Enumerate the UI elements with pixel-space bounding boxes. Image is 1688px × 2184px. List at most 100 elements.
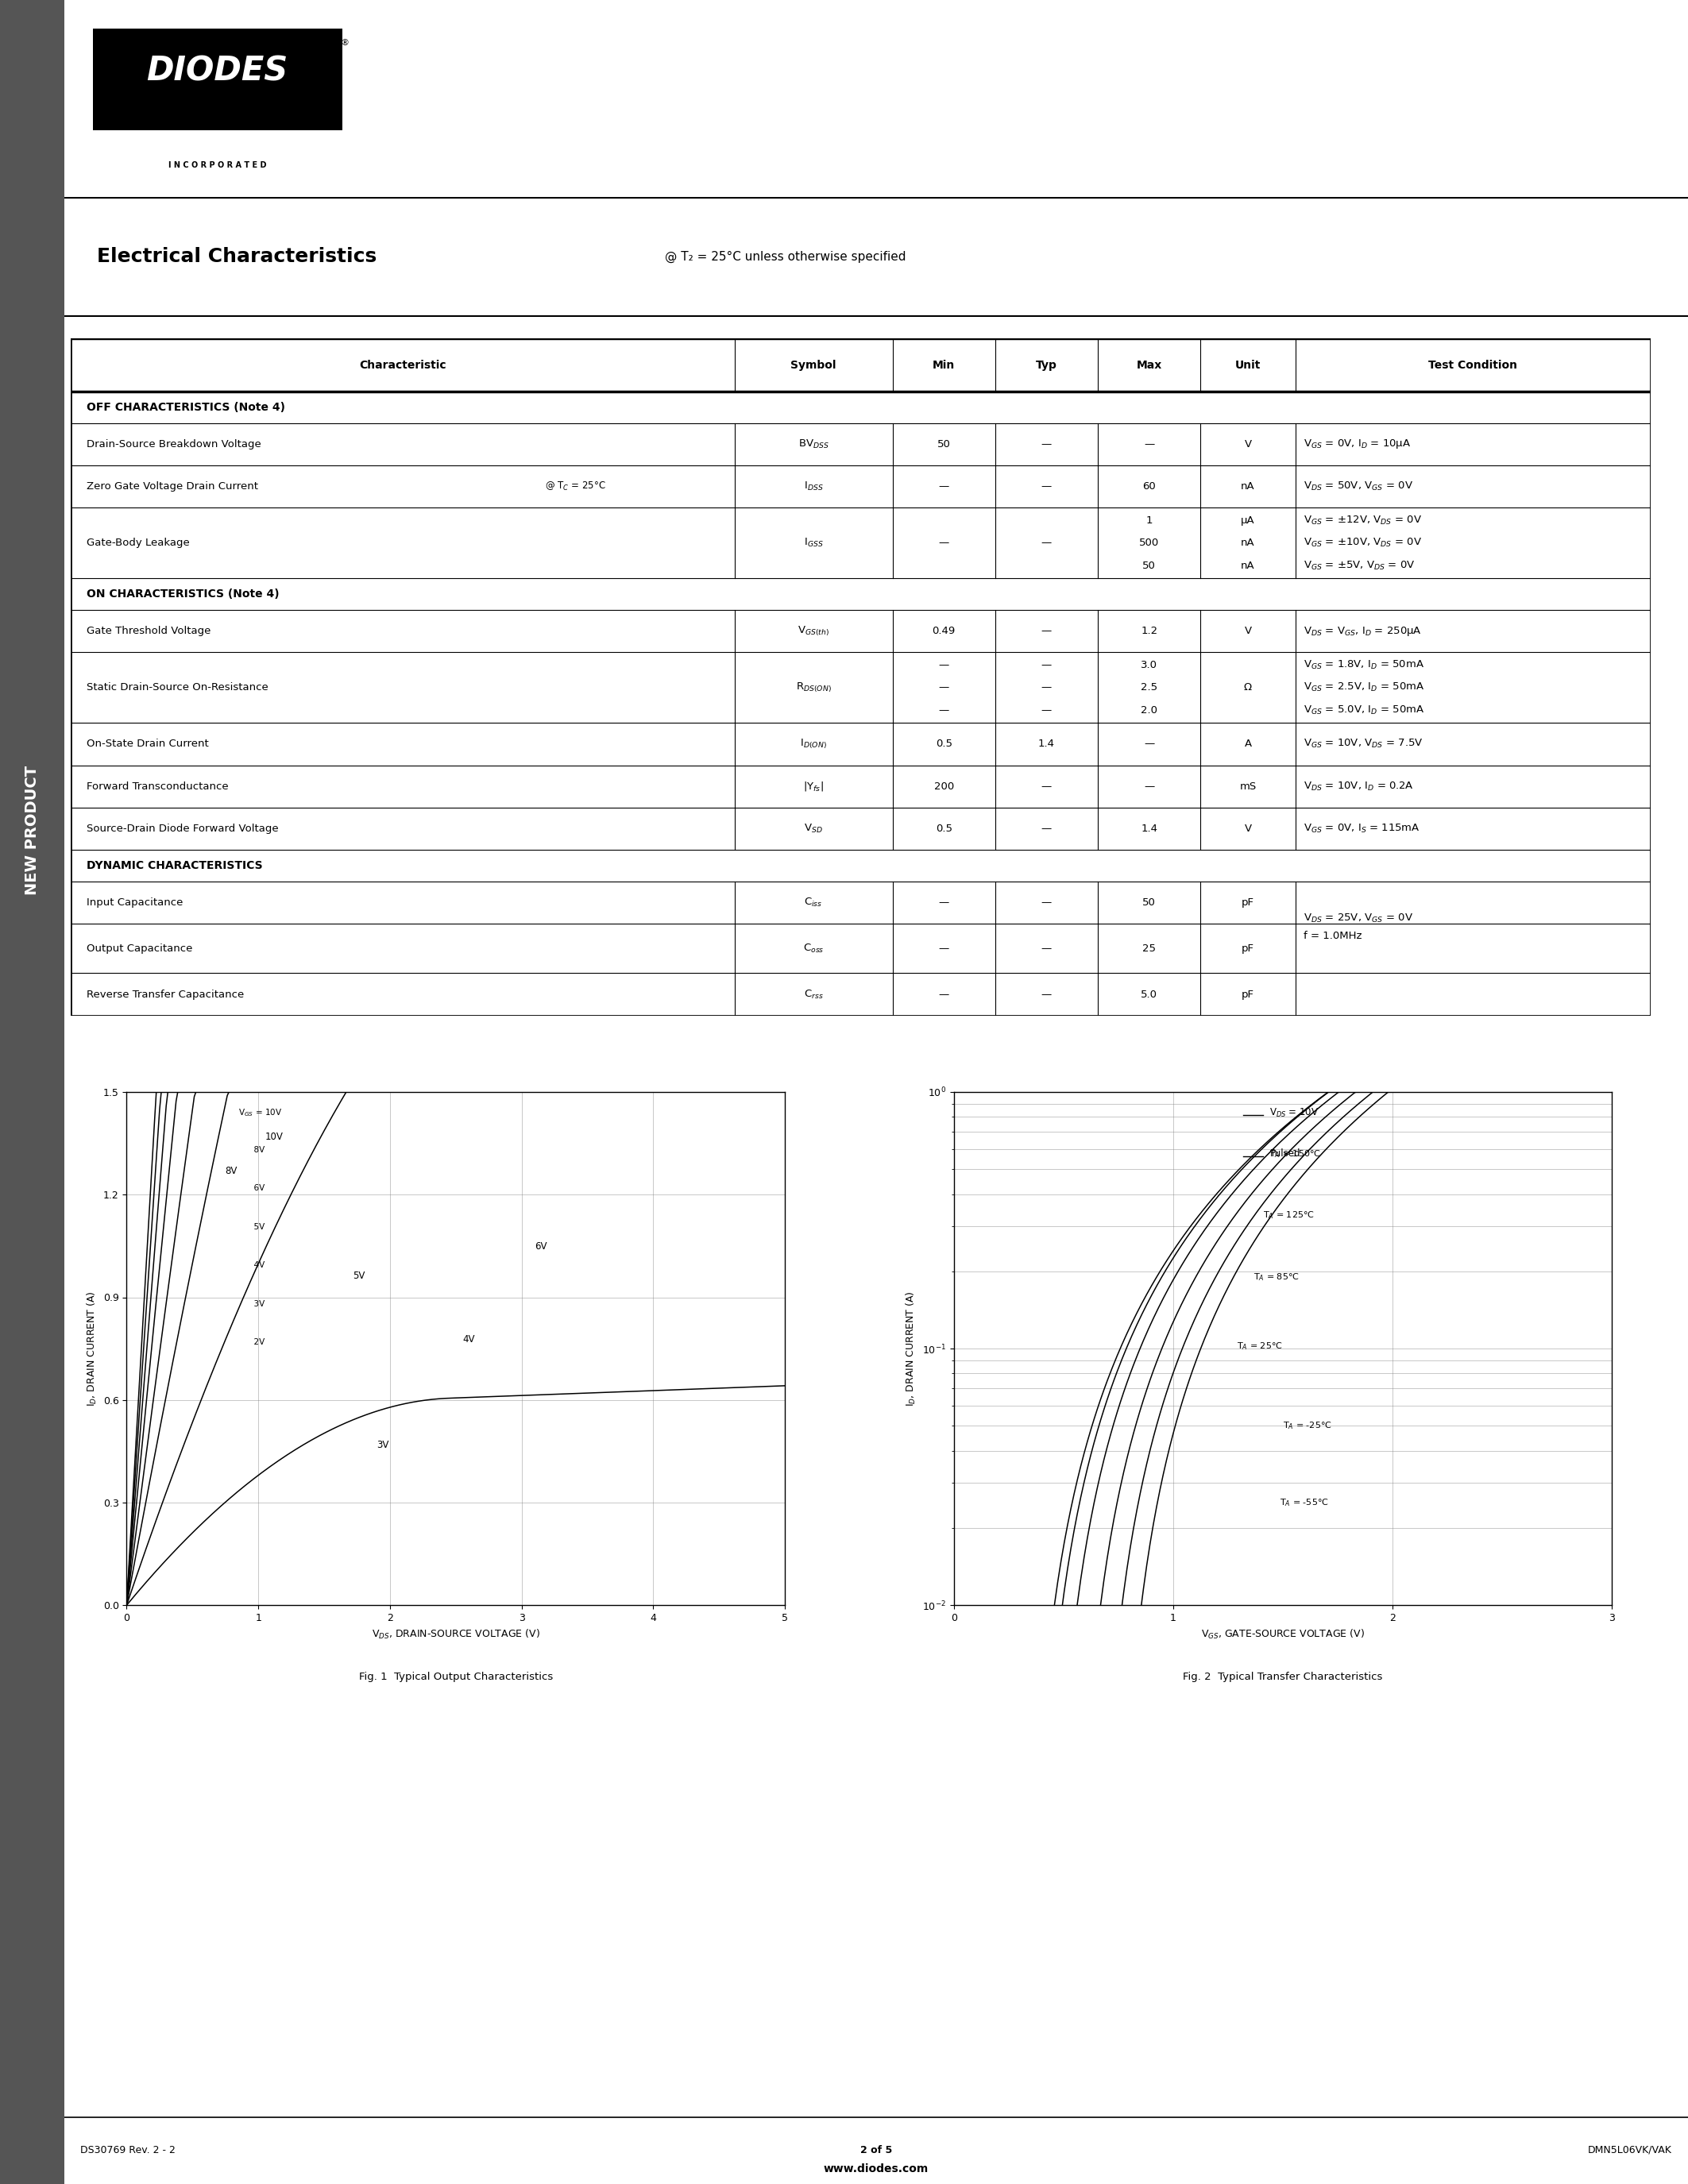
Text: Min: Min	[932, 360, 955, 371]
Text: R$_{DS(ON)}$: R$_{DS(ON)}$	[795, 681, 832, 695]
Text: V$_{DS}$ = V$_{GS}$, I$_D$ = 250μA: V$_{DS}$ = V$_{GS}$, I$_D$ = 250μA	[1303, 625, 1421, 638]
Text: 10V: 10V	[265, 1131, 284, 1142]
Text: —: —	[939, 898, 949, 909]
Text: —: —	[1041, 537, 1052, 548]
Text: V$_{GS}$ = 2.5V, I$_D$ = 50mA: V$_{GS}$ = 2.5V, I$_D$ = 50mA	[1303, 681, 1425, 695]
Text: nA: nA	[1241, 537, 1254, 548]
Text: 3.0: 3.0	[1141, 660, 1158, 670]
Text: Fig. 1  Typical Output Characteristics: Fig. 1 Typical Output Characteristics	[360, 1673, 552, 1682]
Text: Drain-Source Breakdown Voltage: Drain-Source Breakdown Voltage	[86, 439, 262, 450]
Text: Test Condition: Test Condition	[1428, 360, 1518, 371]
Text: —: —	[1041, 823, 1052, 834]
Text: C$_{oss}$: C$_{oss}$	[803, 943, 824, 954]
Bar	[93, 28, 343, 131]
Text: 4V: 4V	[463, 1334, 474, 1343]
Text: V$_{DS}$ = 50V, V$_{GS}$ = 0V: V$_{DS}$ = 50V, V$_{GS}$ = 0V	[1303, 480, 1413, 494]
Text: 0.5: 0.5	[935, 823, 952, 834]
Text: pF: pF	[1242, 898, 1254, 909]
Text: 8V: 8V	[238, 1147, 265, 1153]
Text: 5V: 5V	[238, 1223, 265, 1232]
Text: 3V: 3V	[238, 1299, 265, 1308]
Text: —: —	[939, 660, 949, 670]
Text: V$_{GS}$ = 5.0V, I$_D$ = 50mA: V$_{GS}$ = 5.0V, I$_D$ = 50mA	[1303, 703, 1425, 716]
Text: NEW PRODUCT: NEW PRODUCT	[25, 764, 39, 895]
Text: T$_A$ = 85°C: T$_A$ = 85°C	[1252, 1271, 1300, 1282]
Y-axis label: I$_D$, DRAIN CURRENT (A): I$_D$, DRAIN CURRENT (A)	[905, 1291, 918, 1406]
Text: OFF CHARACTERISTICS (Note 4): OFF CHARACTERISTICS (Note 4)	[86, 402, 285, 413]
Text: 2 of 5: 2 of 5	[861, 2145, 891, 2156]
Text: 1.4: 1.4	[1038, 738, 1055, 749]
Text: I$_{DSS}$: I$_{DSS}$	[803, 480, 824, 494]
Text: pF: pF	[1242, 989, 1254, 1000]
Text: 200: 200	[933, 782, 954, 791]
Text: V$_{GS}$ = 0V, I$_D$ = 10μA: V$_{GS}$ = 0V, I$_D$ = 10μA	[1303, 439, 1411, 450]
Text: mS: mS	[1239, 782, 1256, 791]
Text: nA: nA	[1241, 561, 1254, 570]
Text: —: —	[939, 480, 949, 491]
Text: V$_{DS}$ = 10V: V$_{DS}$ = 10V	[1269, 1107, 1320, 1120]
Text: Forward Transconductance: Forward Transconductance	[86, 782, 228, 791]
Text: —: —	[1041, 898, 1052, 909]
Text: V: V	[1244, 627, 1251, 636]
Text: V$_{DS}$ = 25V, V$_{GS}$ = 0V: V$_{DS}$ = 25V, V$_{GS}$ = 0V	[1303, 913, 1413, 924]
Text: Source-Drain Diode Forward Voltage: Source-Drain Diode Forward Voltage	[86, 823, 279, 834]
Text: DIODES: DIODES	[147, 55, 289, 87]
Text: 5V: 5V	[353, 1271, 365, 1280]
Text: V$_{SD}$: V$_{SD}$	[803, 823, 824, 834]
Text: —: —	[939, 943, 949, 954]
Text: μA: μA	[1241, 515, 1254, 526]
Text: 5.0: 5.0	[1141, 989, 1158, 1000]
Text: @ T$_C$ = 25°C: @ T$_C$ = 25°C	[545, 480, 606, 494]
Text: —: —	[1041, 480, 1052, 491]
Text: —: —	[1041, 627, 1052, 636]
Text: V$_{GS(th)}$: V$_{GS(th)}$	[797, 625, 829, 638]
Text: 2V: 2V	[238, 1339, 265, 1345]
Text: V: V	[1244, 823, 1251, 834]
Text: V$_{GS}$ = ±5V, V$_{DS}$ = 0V: V$_{GS}$ = ±5V, V$_{DS}$ = 0V	[1303, 559, 1415, 572]
Text: ON CHARACTERISTICS (Note 4): ON CHARACTERISTICS (Note 4)	[86, 590, 280, 601]
Text: V$_{GS}$ = 10V, V$_{DS}$ = 7.5V: V$_{GS}$ = 10V, V$_{DS}$ = 7.5V	[1303, 738, 1423, 749]
Text: Electrical Characteristics: Electrical Characteristics	[96, 247, 376, 266]
Text: Max: Max	[1136, 360, 1161, 371]
Text: Ω: Ω	[1244, 681, 1252, 692]
Text: 2.5: 2.5	[1141, 681, 1158, 692]
Text: On-State Drain Current: On-State Drain Current	[86, 738, 209, 749]
Text: DYNAMIC CHARACTERISTICS: DYNAMIC CHARACTERISTICS	[86, 860, 263, 871]
Text: 50: 50	[937, 439, 950, 450]
Text: DMN5L06VK/VAK: DMN5L06VK/VAK	[1588, 2145, 1671, 2156]
Text: 3V: 3V	[376, 1439, 388, 1450]
Text: Gate-Body Leakage: Gate-Body Leakage	[86, 537, 189, 548]
Text: BV$_{DSS}$: BV$_{DSS}$	[798, 439, 829, 450]
Text: —: —	[1041, 439, 1052, 450]
Text: V$_{GS}$ = 1.8V, I$_D$ = 50mA: V$_{GS}$ = 1.8V, I$_D$ = 50mA	[1303, 660, 1425, 670]
Text: —: —	[939, 989, 949, 1000]
Text: —: —	[1041, 660, 1052, 670]
Text: —: —	[1041, 989, 1052, 1000]
Text: www.diodes.com: www.diodes.com	[824, 2162, 928, 2175]
Text: 50: 50	[1143, 898, 1156, 909]
Text: 1.2: 1.2	[1141, 627, 1158, 636]
Text: C$_{rss}$: C$_{rss}$	[803, 989, 824, 1000]
Text: Reverse Transfer Capacitance: Reverse Transfer Capacitance	[86, 989, 245, 1000]
Text: —: —	[1041, 943, 1052, 954]
Text: C$_{iss}$: C$_{iss}$	[803, 898, 822, 909]
Text: Gate Threshold Voltage: Gate Threshold Voltage	[86, 627, 211, 636]
Text: pF: pF	[1242, 943, 1254, 954]
Text: —: —	[939, 537, 949, 548]
X-axis label: V$_{GS}$, GATE-SOURCE VOLTAGE (V): V$_{GS}$, GATE-SOURCE VOLTAGE (V)	[1202, 1627, 1364, 1640]
Text: I$_{GSS}$: I$_{GSS}$	[803, 537, 824, 548]
Text: Pulsed: Pulsed	[1269, 1149, 1300, 1160]
Text: I$_{D(ON)}$: I$_{D(ON)}$	[800, 738, 827, 751]
Text: T$_A$ = 125°C: T$_A$ = 125°C	[1263, 1210, 1315, 1221]
Text: Static Drain-Source On-Resistance: Static Drain-Source On-Resistance	[86, 681, 268, 692]
Text: V$_{GS}$ = 0V, I$_S$ = 115mA: V$_{GS}$ = 0V, I$_S$ = 115mA	[1303, 823, 1420, 834]
Text: |Y$_{fs}$|: |Y$_{fs}$|	[803, 780, 824, 793]
Text: 2.0: 2.0	[1141, 705, 1158, 716]
Text: Unit: Unit	[1236, 360, 1261, 371]
Text: 1: 1	[1146, 515, 1153, 526]
X-axis label: V$_{DS}$, DRAIN-SOURCE VOLTAGE (V): V$_{DS}$, DRAIN-SOURCE VOLTAGE (V)	[371, 1627, 540, 1640]
Text: 6V: 6V	[535, 1241, 547, 1251]
Text: Zero Gate Voltage Drain Current: Zero Gate Voltage Drain Current	[86, 480, 258, 491]
Text: DS30769 Rev. 2 - 2: DS30769 Rev. 2 - 2	[81, 2145, 176, 2156]
Text: 500: 500	[1139, 537, 1160, 548]
